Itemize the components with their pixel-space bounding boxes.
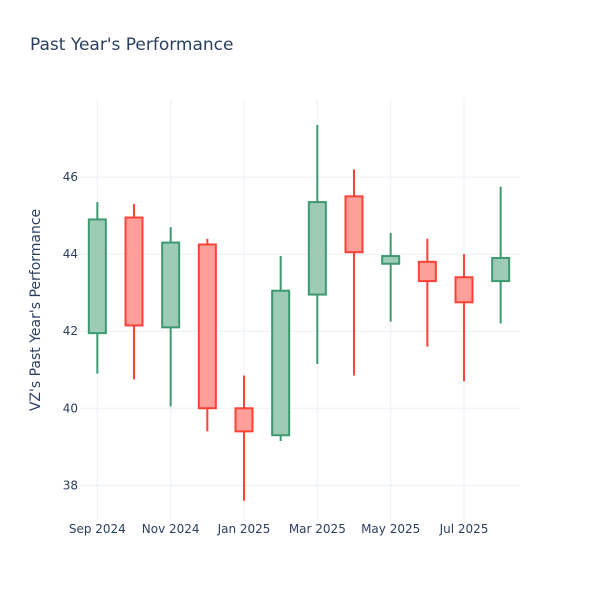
- candles: [87, 125, 511, 501]
- candle-body: [344, 195, 364, 254]
- y-tick-label: 46: [63, 170, 78, 184]
- y-tick-label: 44: [63, 247, 78, 261]
- y-tick-label: 42: [63, 324, 78, 338]
- candle-body: [197, 243, 217, 410]
- candle-increasing: [381, 232, 401, 322]
- candle-body: [381, 255, 401, 265]
- x-tick-label: Mar 2025: [289, 522, 346, 536]
- x-axis-ticks: Sep 2024 Nov 2024 Jan 2025 Mar 2025 May 2025…: [69, 522, 489, 536]
- candle-body: [161, 241, 181, 329]
- x-tick-label: Nov 2024: [142, 522, 200, 536]
- candle-decreasing: [454, 254, 474, 382]
- candle-decreasing: [234, 375, 254, 501]
- candle-body: [417, 260, 437, 283]
- y-axis-title: VZ's Past Year's Performance: [28, 209, 44, 411]
- candle-decreasing: [124, 204, 144, 380]
- candle-body: [271, 289, 291, 437]
- candle-increasing: [161, 227, 181, 407]
- candle-decreasing: [344, 169, 364, 376]
- y-tick-label: 40: [63, 401, 78, 415]
- candle-decreasing: [417, 238, 437, 347]
- x-tick-label: May 2025: [361, 522, 420, 536]
- candle-body: [87, 218, 107, 335]
- candle-body: [454, 276, 474, 304]
- candle-increasing: [307, 125, 327, 364]
- x-tick-label: Jan 2025: [217, 522, 271, 536]
- grid-lines: [80, 100, 520, 520]
- candle-increasing: [491, 186, 511, 324]
- candle-body: [307, 201, 327, 296]
- x-tick-label: Sep 2024: [69, 522, 126, 536]
- x-tick-label: Jul 2025: [439, 522, 489, 536]
- candle-increasing: [271, 256, 291, 442]
- y-tick-label: 38: [63, 478, 78, 492]
- candle-body: [234, 407, 254, 433]
- candle-body: [124, 216, 144, 327]
- candle-increasing: [87, 202, 107, 374]
- y-axis-ticks: 38 40 42 44 46: [63, 170, 78, 492]
- candle-body: [491, 256, 511, 283]
- candle-decreasing: [197, 238, 217, 432]
- chart-title: Past Year's Performance: [30, 35, 234, 55]
